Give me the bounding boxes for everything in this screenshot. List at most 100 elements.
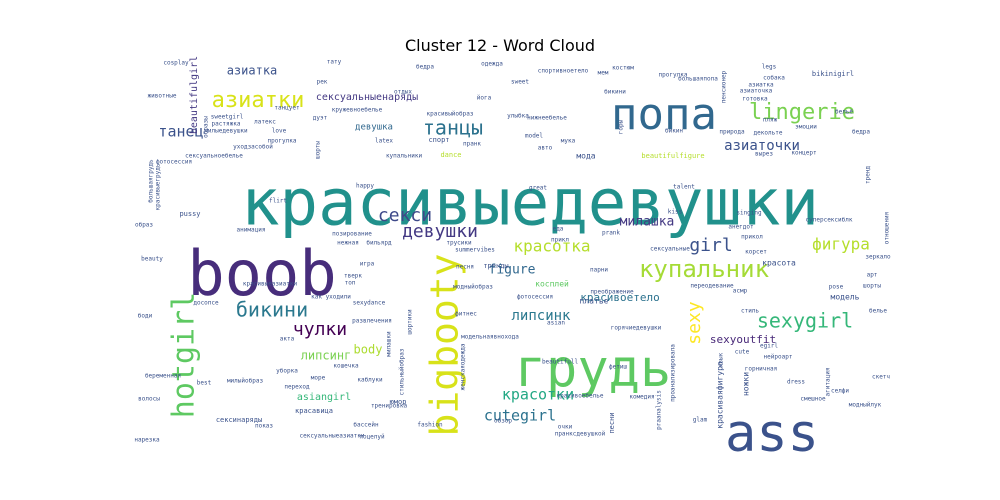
cloud-word: большаягрудь bbox=[148, 159, 155, 203]
cloud-word: позирование bbox=[332, 231, 372, 238]
cloud-word: бикин bbox=[665, 128, 683, 135]
cloud-word: legs bbox=[762, 64, 777, 71]
cloud-word: образы bbox=[203, 116, 210, 138]
cloud-word: beautifulfigure bbox=[641, 152, 704, 160]
cloud-word: шорты bbox=[315, 141, 322, 159]
cloud-word: happy bbox=[356, 183, 374, 190]
cloud-word: тренировка bbox=[371, 403, 408, 410]
cloud-word: кружевноебелье bbox=[332, 107, 383, 114]
cloud-word: танцует bbox=[274, 105, 300, 112]
cloud-word: анегдот bbox=[728, 224, 754, 231]
cloud-word: asian bbox=[547, 320, 565, 327]
cloud-word: азиатка bbox=[227, 64, 278, 78]
cloud-word: мем bbox=[598, 70, 609, 77]
cloud-word: красотка bbox=[513, 237, 590, 256]
cloud-word: асмр bbox=[733, 288, 748, 295]
cloud-word: dance bbox=[440, 151, 461, 159]
cloud-word: sexydance bbox=[353, 300, 386, 307]
cloud-word: суперсексиблк bbox=[806, 217, 853, 224]
cloud-word: ass bbox=[725, 404, 819, 464]
cloud-word: бельё bbox=[835, 109, 853, 116]
cloud-word: азиаточка bbox=[740, 88, 773, 95]
cloud-word: мука bbox=[561, 138, 576, 145]
cloud-word: азиатки bbox=[212, 88, 305, 113]
cloud-word: нейроарт bbox=[764, 354, 793, 361]
cloud-word: kiss bbox=[668, 209, 683, 216]
cloud-word: юмор bbox=[390, 398, 407, 406]
cloud-word: песни bbox=[608, 412, 616, 433]
cloud-word: нежная bbox=[337, 240, 359, 247]
cloud-word: красота bbox=[762, 259, 796, 268]
cloud-word: акта bbox=[280, 336, 295, 343]
cloud-word: бедра bbox=[416, 64, 434, 71]
cloud-word: sexy bbox=[684, 301, 705, 345]
cloud-word: сексуальноебелье bbox=[185, 153, 243, 160]
cloud-word: praanalysis bbox=[656, 390, 663, 430]
cloud-word: красивоетело bbox=[580, 291, 659, 304]
cloud-word: ножки bbox=[742, 372, 751, 396]
cloud-word: talent bbox=[673, 184, 695, 191]
cloud-word: прикол bbox=[741, 234, 763, 241]
cloud-word: фотосессия bbox=[517, 294, 553, 301]
cloud-word: бильярд bbox=[366, 240, 392, 247]
cloud-word: отдых bbox=[394, 89, 412, 96]
cloud-word: милашка bbox=[620, 215, 675, 230]
cloud-word: sweet bbox=[511, 79, 529, 86]
cloud-word: проанализировала bbox=[670, 344, 677, 402]
cloud-word: красивыйобраз bbox=[427, 111, 474, 118]
cloud-word: бикини bbox=[604, 89, 626, 96]
cloud-word: уходзасобой bbox=[233, 144, 273, 151]
cloud-word: hotgirl bbox=[167, 292, 202, 418]
cloud-word: тренды bbox=[483, 262, 508, 270]
cloud-word: волосы bbox=[138, 396, 160, 403]
cloud-word: best bbox=[197, 380, 212, 387]
cloud-word: нарезка bbox=[134, 437, 160, 444]
cloud-word: липсинг bbox=[301, 349, 352, 363]
cloud-word: зеркало bbox=[865, 254, 891, 261]
cloud-word: язык bbox=[718, 352, 725, 367]
cloud-word: азиатка bbox=[748, 82, 774, 89]
cloud-word: обзор bbox=[494, 418, 512, 425]
cloud-word: model bbox=[525, 133, 543, 140]
cloud-word: большаяпопа bbox=[678, 76, 718, 83]
cloud-word: природа bbox=[719, 129, 745, 136]
cloud-word: модныйобраз bbox=[453, 284, 493, 291]
cloud-word: горячиедевушки bbox=[611, 325, 662, 332]
cloud-word: милыедевушки bbox=[204, 128, 248, 135]
cloud-word: bikinigirl bbox=[812, 70, 854, 78]
cloud-word: липсинк bbox=[511, 308, 571, 324]
cloud-word: прогулка bbox=[659, 72, 688, 79]
cloud-word: рек bbox=[317, 79, 328, 86]
cloud-word: косплей bbox=[535, 280, 569, 289]
cloud-word: животные bbox=[148, 93, 177, 100]
cloud-word: красивыегрудь bbox=[155, 163, 162, 210]
cloud-word: sexyoutfit bbox=[710, 333, 776, 346]
cloud-word: комедия bbox=[629, 394, 654, 401]
cloud-word: авто bbox=[538, 145, 553, 152]
cloud-word: body bbox=[354, 343, 383, 357]
cloud-word: очки bbox=[558, 424, 573, 431]
cloud-word: прогулка bbox=[268, 138, 297, 145]
cloud-word: горничная bbox=[745, 366, 778, 373]
cloud-word: pose bbox=[829, 284, 844, 291]
cloud-word: кошечка bbox=[333, 363, 359, 370]
cloud-word: шорты bbox=[863, 283, 881, 290]
cloud-word: модныйлук bbox=[849, 402, 882, 409]
cloud-word: еда bbox=[553, 226, 564, 233]
cloud-word: милыйобраз bbox=[227, 378, 264, 385]
cloud-word: girl bbox=[689, 235, 732, 256]
cloud-word: prank bbox=[602, 230, 620, 237]
cloud-word: sexygirl bbox=[757, 309, 853, 333]
cloud-word: summervibes bbox=[455, 247, 495, 254]
cloud-word: как уходили bbox=[311, 294, 351, 301]
cloud-word: boob bbox=[187, 237, 336, 310]
cloud-word: костюм bbox=[612, 65, 634, 72]
cloud-word: бассейн bbox=[353, 422, 379, 429]
cloud-word: арт bbox=[867, 272, 878, 279]
cloud-word: девушка bbox=[355, 123, 393, 133]
cloud-word: красавица bbox=[295, 407, 333, 415]
cloud-word: фитнес bbox=[455, 311, 477, 318]
cloud-word: милашки bbox=[386, 331, 393, 357]
cloud-word: трусики bbox=[446, 240, 472, 247]
cloud-word: красивыедевушки bbox=[241, 167, 819, 241]
